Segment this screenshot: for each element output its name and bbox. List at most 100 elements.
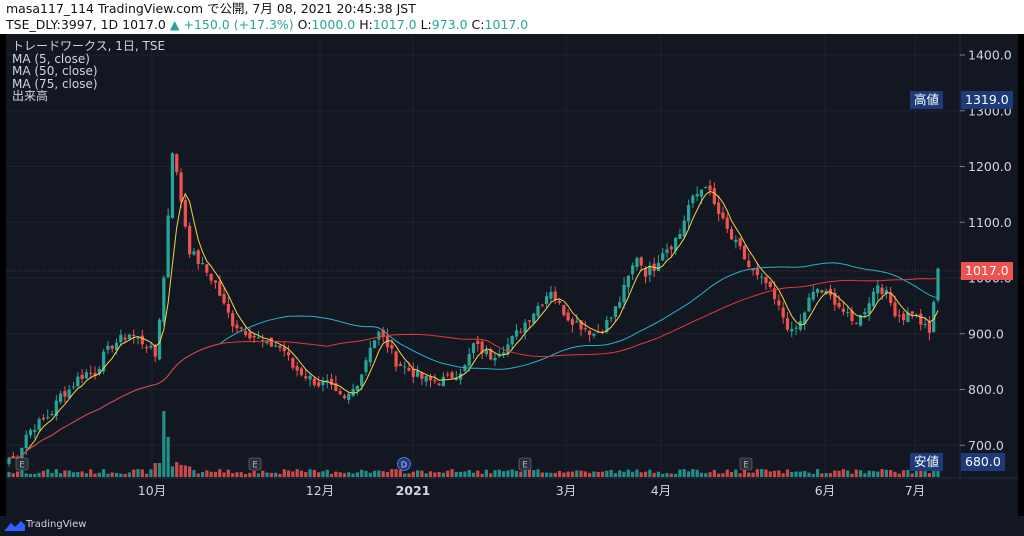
volume-bar [183,465,187,477]
volume-bar [721,473,725,477]
volume-bar [497,469,501,477]
candle-body [755,268,759,276]
candle-body [876,285,880,294]
volume-bar [441,472,445,477]
volume-bar [815,469,820,477]
candle-body [274,345,278,347]
candle-body [239,327,243,329]
candle-body [514,330,519,337]
volume-bar [489,473,493,477]
candle-body [71,386,76,388]
candle-body [269,337,273,347]
volume-bar [188,466,192,477]
volume-bar [63,470,67,477]
volume-bar [906,470,910,477]
candle-body [669,246,673,250]
candle-body [222,294,226,304]
candle-body [674,237,678,251]
candle-body [493,357,497,361]
volume-bar [579,470,583,477]
earnings-marker: E [518,457,532,471]
open-label: O: [297,17,312,32]
candle-body [893,302,897,317]
volume-bar [854,469,858,477]
volume-bar [415,470,420,477]
tradingview-logo-icon [5,521,25,531]
volume-bar [16,471,20,477]
volume-bar [377,470,381,477]
volume-bar [897,473,901,477]
volume-bar [398,470,402,477]
candle-body [738,238,742,247]
volume-bar [807,472,811,477]
candle-body [919,313,923,325]
volume-bar [321,471,325,477]
candle-body [588,330,592,335]
volume-bar [566,471,570,477]
volume-bar [901,470,906,477]
volume-bar [605,470,609,477]
volume-bar [192,470,196,477]
volume-bar [506,470,510,477]
high-value: 1017.0 [372,17,417,32]
candle-body [123,337,127,340]
candle-body [583,328,587,330]
volume-bar [437,472,441,477]
candle-body [398,363,402,366]
legend-volume: 出来高 [12,89,49,103]
candle-body [360,374,364,386]
candle-body [286,352,291,356]
candle-body [540,304,544,306]
high-tag-label: 高値 [910,91,944,109]
tradingview-brand: TradingView [26,519,87,530]
volume-bar [119,473,123,477]
candle-body [549,291,553,299]
candle-body [441,376,445,387]
x-tick-label: 4月 [651,483,671,498]
volume-bar [282,469,286,477]
candle-body [149,345,153,348]
volume-bar [665,473,669,477]
volume-bar [24,473,28,477]
volume-bar [71,472,76,477]
volume-bar [596,471,600,477]
candle-body [863,311,867,315]
candle-body [218,281,222,296]
candle-body [454,377,458,381]
candle-body [880,287,884,294]
volume-bar [510,469,514,477]
candle-body [936,268,940,301]
volume-bar [222,472,226,477]
ma5-line [8,190,939,459]
volume-bar [867,470,871,477]
candle-body [76,376,80,387]
volume-bar [243,473,248,477]
candle-body [751,268,755,271]
y-tick-label: 1100.0 [968,215,1012,230]
volume-bar [106,473,110,477]
legend-ma50: MA (50, close) [12,64,98,78]
volume-bar [450,469,454,477]
candle-body [901,313,906,321]
svg-text:D: D [401,461,407,470]
candle-body [329,378,334,385]
volume-bar [557,470,562,477]
candle-body [471,343,476,353]
candle-body [390,345,394,349]
candle-body [794,327,798,329]
volume-bar [50,472,54,477]
candle-body [282,347,286,352]
candle-body [355,385,359,391]
volume-bar [231,473,235,477]
candle-body [192,251,196,255]
volume-bar [76,472,80,477]
volume-bar [37,472,41,477]
candle-body [579,320,583,330]
chart-area[interactable] [6,34,1018,516]
candle-body [106,345,110,350]
candle-body [114,342,119,351]
moving-averages [8,190,939,459]
volume-bar [403,473,407,477]
candle-body [458,373,463,380]
